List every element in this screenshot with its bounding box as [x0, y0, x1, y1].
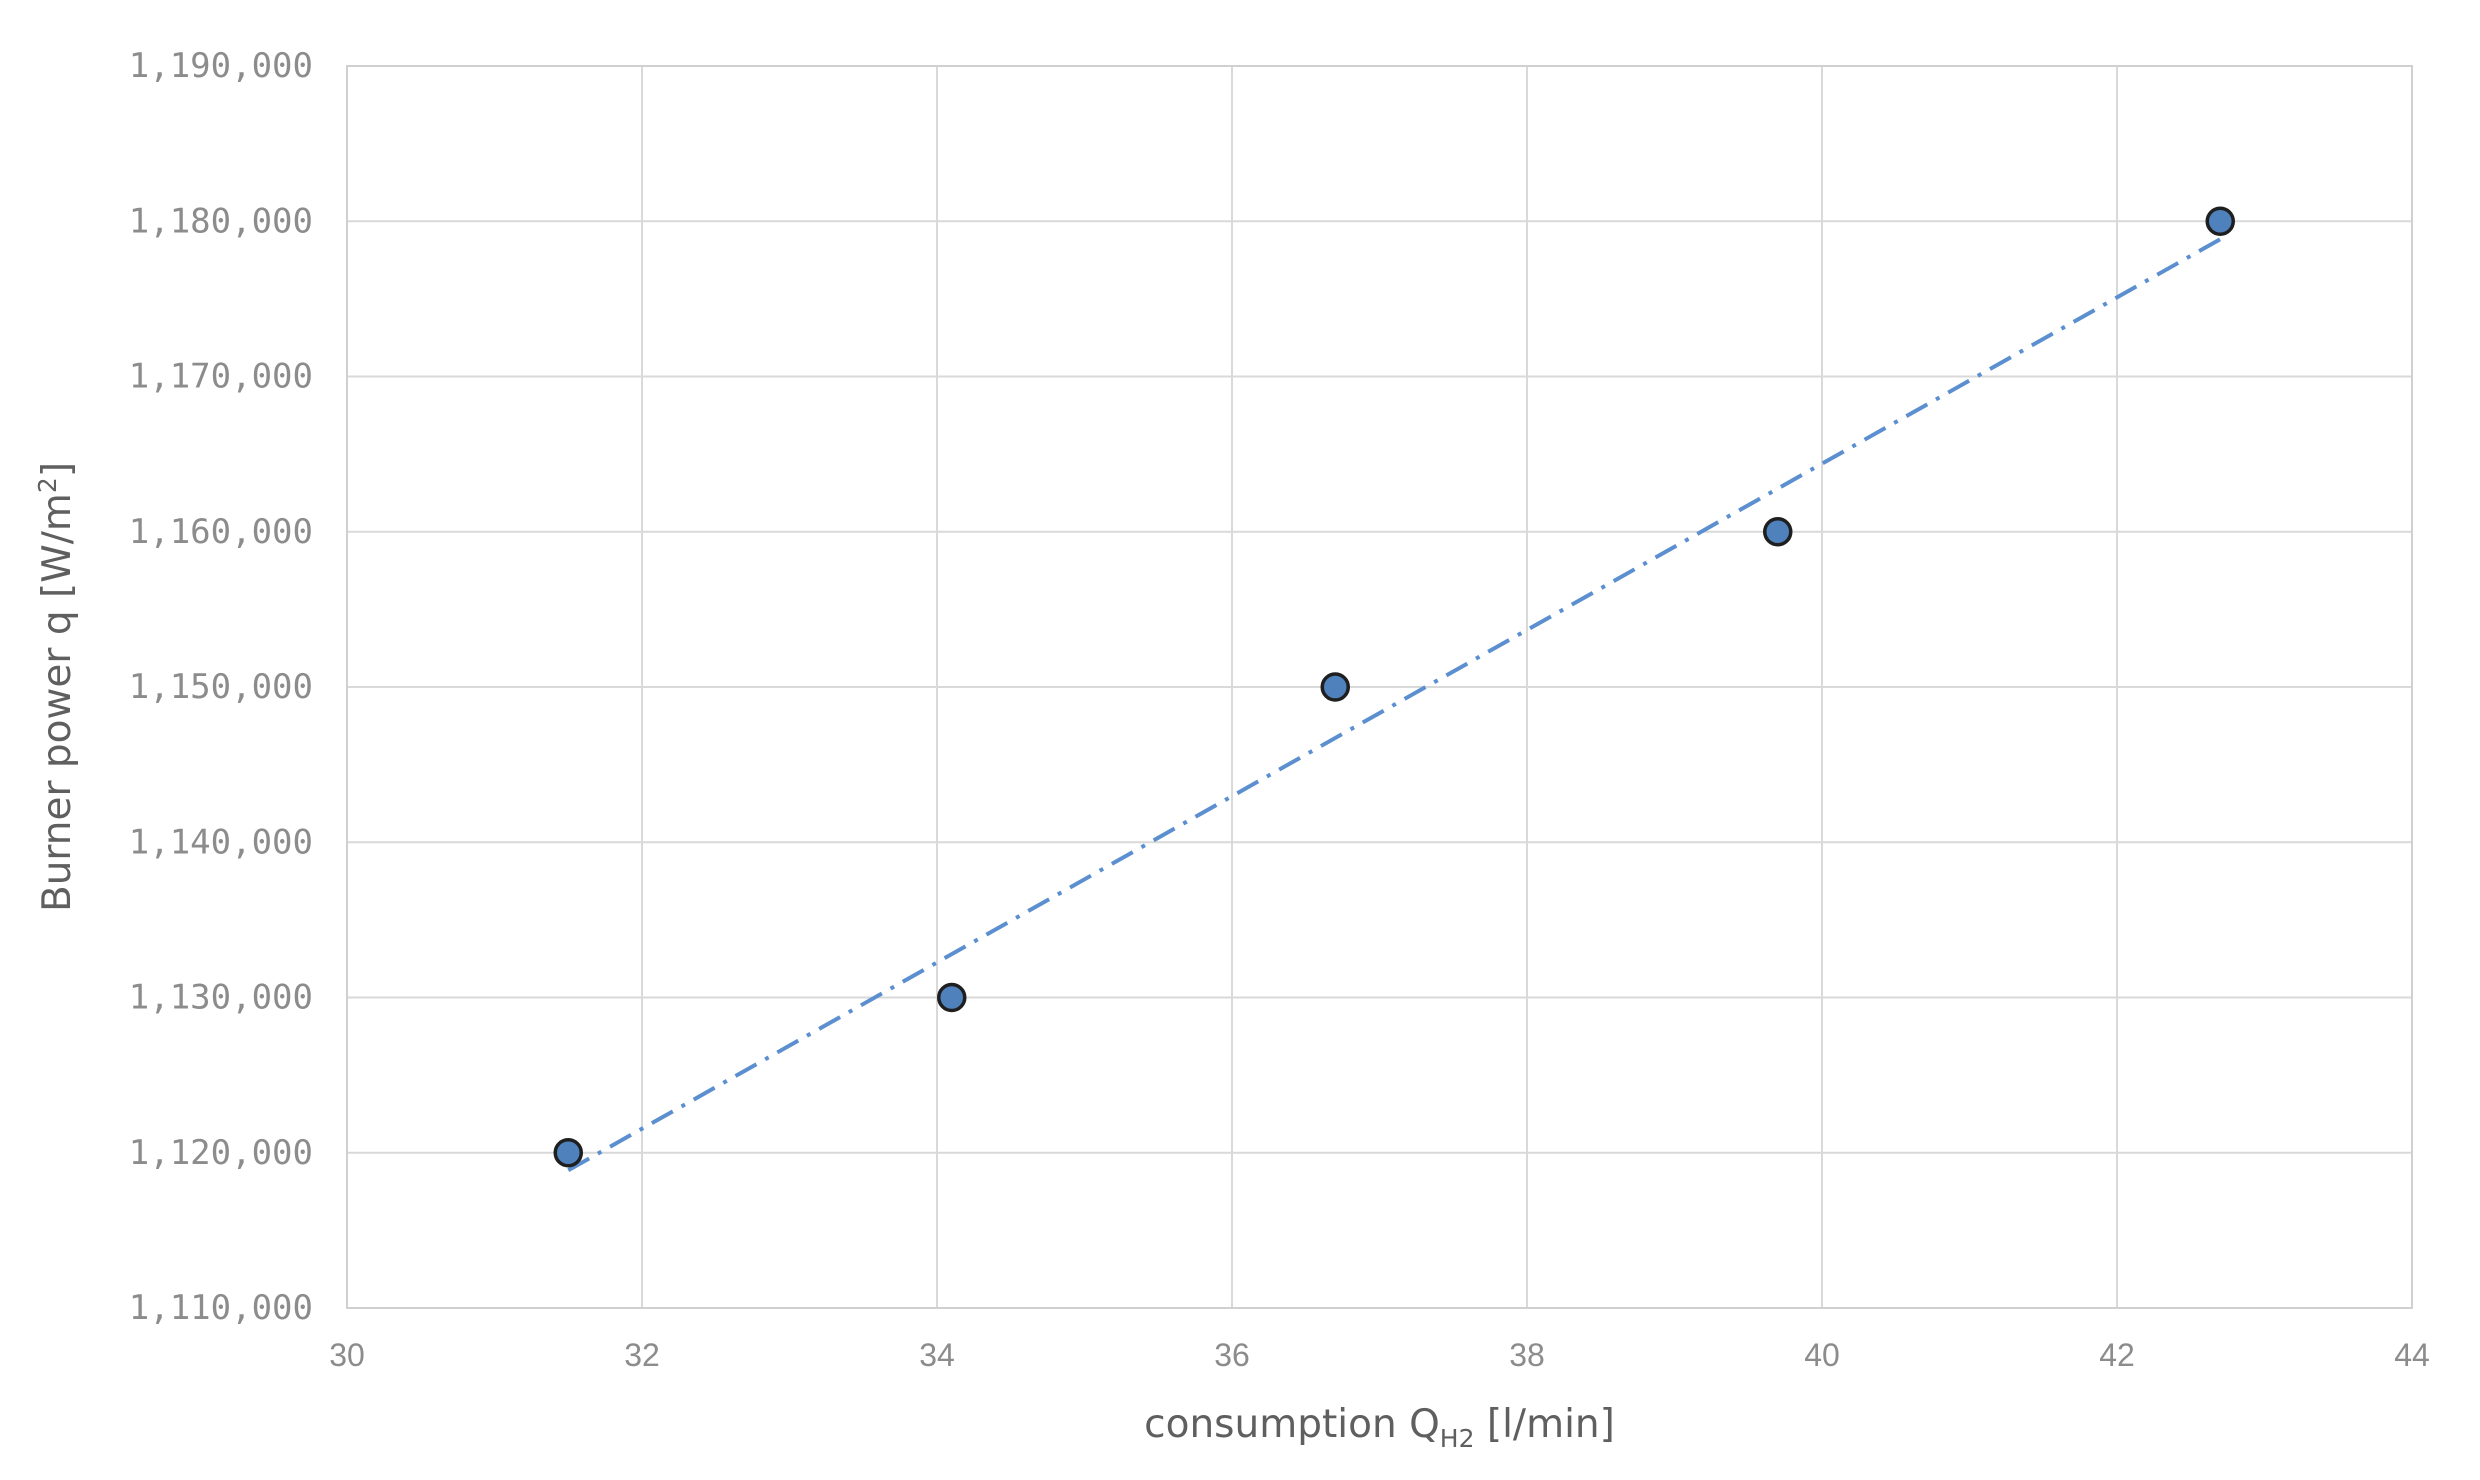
y-axis-label-superscript: 2: [33, 477, 62, 493]
x-tick-label: 32: [624, 1337, 660, 1373]
data-point: [2205, 206, 2235, 236]
plot-area: [346, 65, 2413, 1309]
x-axis-label-unit: [l/min]: [1474, 1402, 1614, 1447]
y-axis-ticks: 1,110,000 1,120,000 1,130,000 1,140,000 1,15…: [129, 46, 313, 1328]
trendline: [567, 237, 2222, 1173]
x-tick-label: 42: [2099, 1337, 2135, 1373]
data-point: [937, 982, 967, 1013]
data-point: [1763, 517, 1793, 547]
x-tick-label: 40: [1804, 1337, 1840, 1373]
x-axis-label-subscript: H2: [1440, 1424, 1475, 1453]
x-tick-label: 30: [329, 1337, 365, 1373]
y-tick-label: 1,120,000: [129, 1133, 313, 1173]
y-tick-label: 1,110,000: [129, 1288, 313, 1328]
x-axis-label-main: consumption Q: [1144, 1402, 1440, 1447]
grid: [346, 65, 2413, 1309]
y-tick-label: 1,170,000: [129, 357, 313, 397]
y-tick-label: 1,180,000: [129, 201, 313, 241]
y-axis-label-main: Burner power q [W/m: [35, 493, 80, 912]
y-tick-label: 1,190,000: [129, 46, 313, 86]
data-points: [553, 206, 2235, 1168]
y-tick-label: 1,150,000: [129, 667, 313, 707]
x-axis-ticks: 30 32 34 36 38 40 42 44: [329, 1337, 2430, 1373]
x-axis-label: consumption QH2 [l/min]: [1144, 1402, 1615, 1453]
x-tick-label: 44: [2394, 1337, 2430, 1373]
data-point: [553, 1138, 583, 1168]
data-point: [1320, 672, 1350, 702]
x-tick-label: 38: [1509, 1337, 1545, 1373]
y-tick-label: 1,160,000: [129, 512, 313, 552]
trendline-layer: [567, 237, 2222, 1173]
y-axis-label: Burner power q [W/m2]: [33, 462, 80, 912]
x-tick-label: 34: [919, 1337, 955, 1373]
y-axis-label-end: ]: [35, 462, 80, 477]
y-tick-label: 1,140,000: [129, 822, 313, 862]
y-tick-label: 1,130,000: [129, 978, 313, 1018]
x-tick-label: 36: [1214, 1337, 1250, 1373]
